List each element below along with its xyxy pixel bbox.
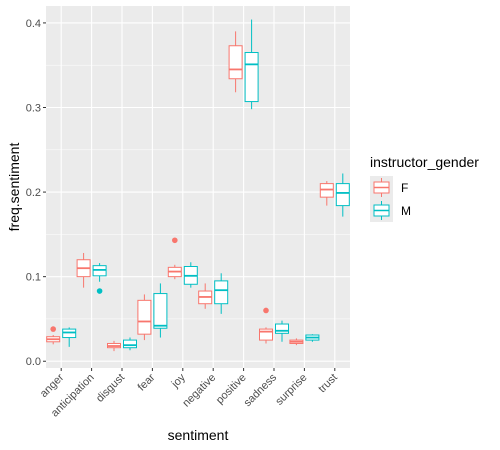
box-M-fear xyxy=(153,283,168,338)
box-M-surprise xyxy=(305,334,320,342)
box-iqr xyxy=(123,339,137,349)
box-F-negative xyxy=(198,283,213,309)
box-F-anger xyxy=(46,326,61,345)
box-iqr xyxy=(259,328,273,341)
legend-label-F: F xyxy=(401,181,408,195)
box-M-positive xyxy=(244,19,259,110)
outlier-point xyxy=(172,237,178,244)
y-tick-label: 0.0 xyxy=(26,356,41,368)
y-tick-label: 0.3 xyxy=(26,102,41,114)
legend-key-F xyxy=(370,176,393,199)
legend-title: instructor_gender xyxy=(370,154,479,170)
box-F-disgust xyxy=(107,340,121,352)
y-axis-title: freq.sentiment xyxy=(6,143,22,232)
x-tick-label: sadness xyxy=(242,371,280,409)
box-F-positive xyxy=(228,31,243,93)
box-M-disgust xyxy=(123,337,137,351)
outlier-point xyxy=(96,288,103,294)
y-tick-label: 0.1 xyxy=(26,272,41,284)
box-M-anticipation xyxy=(92,263,107,294)
box-iqr xyxy=(137,299,152,335)
box-M-negative xyxy=(214,273,229,314)
box-F-trust xyxy=(319,181,334,206)
x-tick-label: disgust xyxy=(94,372,127,405)
x-tick-label: anger xyxy=(38,371,67,400)
box-M-anger xyxy=(62,327,77,347)
grid xyxy=(46,6,350,368)
box-F-fear xyxy=(137,294,152,341)
box-F-joy xyxy=(167,237,182,280)
boxes xyxy=(46,19,350,352)
box-F-anticipation xyxy=(76,252,91,288)
legend: instructor_gender FM xyxy=(370,154,479,222)
outlier-point xyxy=(263,307,269,314)
box-F-sadness xyxy=(259,307,273,344)
x-tick-label: negative xyxy=(180,372,218,410)
box-iqr xyxy=(228,45,243,80)
box-M-sadness xyxy=(275,320,289,342)
y-axis: 0.0 0.1 0.2 0.3 0.4 xyxy=(26,18,46,368)
box-iqr xyxy=(244,52,259,103)
box-M-joy xyxy=(183,262,198,288)
y-tick-label: 0.2 xyxy=(26,187,41,199)
box-F-surprise xyxy=(289,338,304,346)
box-iqr xyxy=(275,323,289,334)
legend-key-M xyxy=(370,199,393,222)
box-M-trust xyxy=(335,173,350,217)
x-tick-label: trust xyxy=(316,372,340,396)
box-iqr xyxy=(153,293,168,329)
outlier-point xyxy=(50,326,56,332)
box-iqr xyxy=(335,183,350,207)
x-tick-label: fear xyxy=(136,371,158,393)
y-tick-label: 0.4 xyxy=(26,18,41,30)
x-tick-label: surprise xyxy=(273,372,309,408)
x-axis-title: sentiment xyxy=(168,427,229,443)
x-tick-label: joy xyxy=(169,371,188,390)
plot-panel xyxy=(46,6,350,368)
box-iqr xyxy=(214,280,229,305)
legend-label-M: M xyxy=(401,204,411,218)
